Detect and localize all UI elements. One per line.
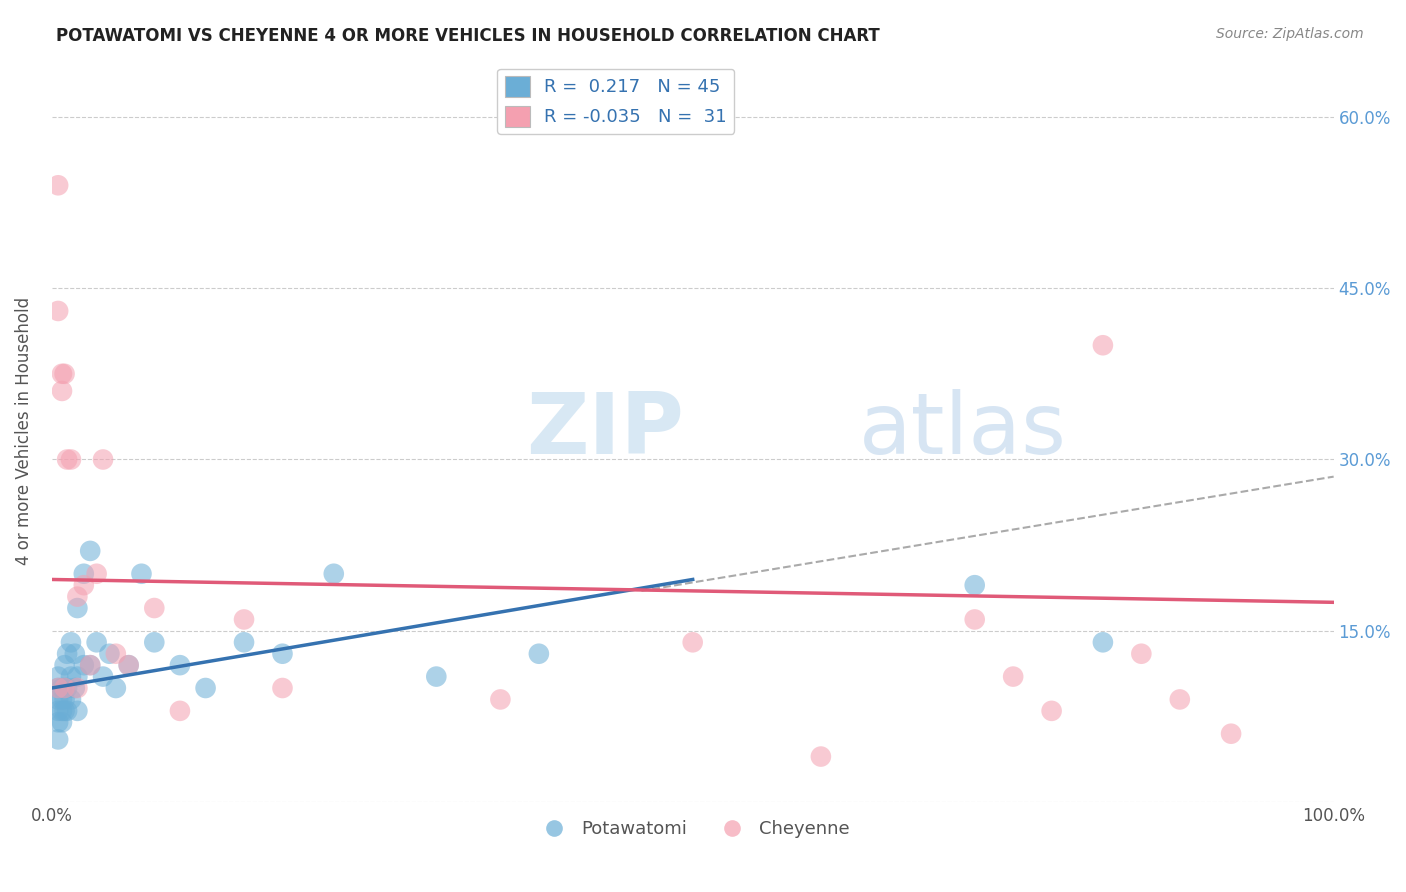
Point bbox=[143, 635, 166, 649]
Point bbox=[53, 681, 76, 695]
Point bbox=[1220, 727, 1243, 741]
Point bbox=[118, 658, 141, 673]
Point bbox=[66, 601, 89, 615]
Legend: Potawatomi, Cheyenne: Potawatomi, Cheyenne bbox=[529, 813, 856, 846]
Point bbox=[59, 635, 82, 649]
Point bbox=[86, 635, 108, 649]
Point bbox=[1002, 670, 1025, 684]
Y-axis label: 4 or more Vehicles in Household: 4 or more Vehicles in Household bbox=[15, 297, 32, 565]
Point bbox=[46, 715, 69, 730]
Point bbox=[118, 658, 141, 673]
Point bbox=[56, 704, 79, 718]
Point bbox=[1091, 338, 1114, 352]
Point bbox=[73, 658, 96, 673]
Point bbox=[86, 566, 108, 581]
Point bbox=[59, 670, 82, 684]
Point bbox=[963, 612, 986, 626]
Point bbox=[51, 384, 73, 398]
Point bbox=[963, 578, 986, 592]
Point bbox=[131, 566, 153, 581]
Point bbox=[53, 681, 76, 695]
Point bbox=[73, 578, 96, 592]
Point bbox=[271, 647, 294, 661]
Point bbox=[51, 692, 73, 706]
Point bbox=[46, 304, 69, 318]
Point bbox=[46, 704, 69, 718]
Point bbox=[233, 612, 256, 626]
Text: atlas: atlas bbox=[859, 390, 1067, 473]
Point bbox=[46, 670, 69, 684]
Point bbox=[322, 566, 344, 581]
Point bbox=[233, 635, 256, 649]
Point bbox=[98, 647, 121, 661]
Point bbox=[489, 692, 512, 706]
Point bbox=[1091, 635, 1114, 649]
Point bbox=[46, 692, 69, 706]
Point bbox=[53, 704, 76, 718]
Point bbox=[66, 670, 89, 684]
Point bbox=[1168, 692, 1191, 706]
Point bbox=[56, 452, 79, 467]
Text: Source: ZipAtlas.com: Source: ZipAtlas.com bbox=[1216, 27, 1364, 41]
Point bbox=[63, 647, 86, 661]
Point bbox=[169, 704, 191, 718]
Point bbox=[91, 670, 114, 684]
Point bbox=[59, 692, 82, 706]
Point bbox=[194, 681, 217, 695]
Point bbox=[56, 681, 79, 695]
Point bbox=[63, 681, 86, 695]
Point bbox=[46, 178, 69, 193]
Point bbox=[1130, 647, 1153, 661]
Point bbox=[682, 635, 704, 649]
Point bbox=[51, 704, 73, 718]
Point bbox=[143, 601, 166, 615]
Point bbox=[53, 658, 76, 673]
Point bbox=[527, 647, 550, 661]
Text: POTAWATOMI VS CHEYENNE 4 OR MORE VEHICLES IN HOUSEHOLD CORRELATION CHART: POTAWATOMI VS CHEYENNE 4 OR MORE VEHICLE… bbox=[56, 27, 880, 45]
Point bbox=[56, 647, 79, 661]
Point bbox=[425, 670, 447, 684]
Point bbox=[104, 681, 127, 695]
Text: ZIP: ZIP bbox=[526, 390, 683, 473]
Point bbox=[1040, 704, 1063, 718]
Point bbox=[66, 704, 89, 718]
Point bbox=[66, 590, 89, 604]
Point bbox=[73, 566, 96, 581]
Point bbox=[46, 681, 69, 695]
Point bbox=[810, 749, 832, 764]
Point bbox=[53, 692, 76, 706]
Point bbox=[46, 732, 69, 747]
Point bbox=[51, 715, 73, 730]
Point bbox=[51, 681, 73, 695]
Point bbox=[91, 452, 114, 467]
Point bbox=[169, 658, 191, 673]
Point bbox=[66, 681, 89, 695]
Point bbox=[79, 658, 101, 673]
Point bbox=[79, 658, 101, 673]
Point bbox=[79, 544, 101, 558]
Point bbox=[59, 452, 82, 467]
Point bbox=[271, 681, 294, 695]
Point bbox=[51, 367, 73, 381]
Point bbox=[53, 367, 76, 381]
Point bbox=[46, 681, 69, 695]
Point bbox=[104, 647, 127, 661]
